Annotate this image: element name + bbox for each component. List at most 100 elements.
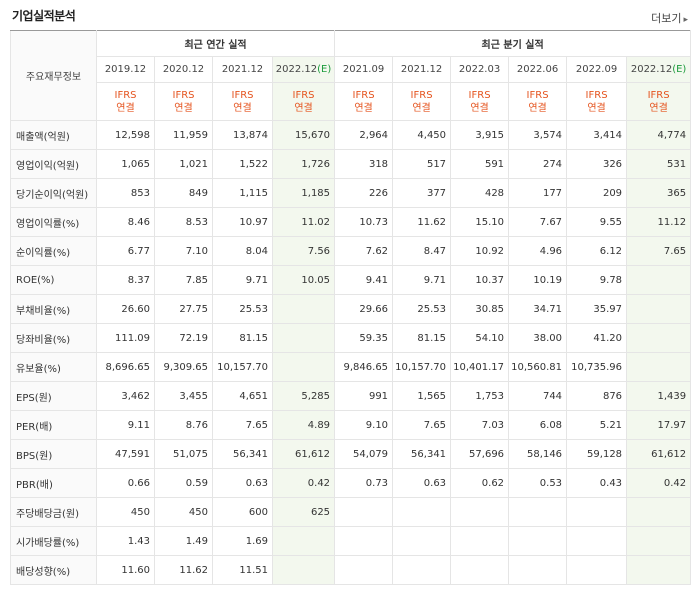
value-cell: 11.12 <box>626 207 692 237</box>
value-cell: 10.37 <box>450 265 510 295</box>
value-cell: 61,612 <box>271 439 336 469</box>
ifrs-consolidated-badge: IFRS 연결 <box>334 82 394 121</box>
value-cell: 6.77 <box>96 236 155 266</box>
row-label: ROE(%) <box>10 265 97 295</box>
period-header: 2022.03 <box>450 56 510 83</box>
consolidated-label: 연결 <box>470 102 489 114</box>
value-cell: 41.20 <box>566 323 628 353</box>
value-cell: 0.66 <box>96 468 155 498</box>
value-cell <box>626 323 692 353</box>
value-cell: 10,157.70 <box>392 352 452 382</box>
value-cell: 25.53 <box>212 294 273 324</box>
quarter-group-header: 최근 분기 실적 <box>334 30 692 57</box>
ifrs-consolidated-badge: IFRS 연결 <box>212 82 273 121</box>
ifrs-consolidated-badge: IFRS 연결 <box>154 82 213 121</box>
value-cell: 849 <box>154 178 213 208</box>
ifrs-consolidated-badge: IFRS 연결 <box>96 82 155 121</box>
consolidated-label: 연결 <box>174 102 193 114</box>
table-row: PBR(배) 0.66 0.59 0.63 0.42 0.73 0.63 0.62 0.53 0.… <box>10 468 692 498</box>
value-cell: 517 <box>392 149 452 179</box>
value-cell: 3,455 <box>154 381 213 411</box>
value-cell: 81.15 <box>212 323 273 353</box>
value-cell: 1,439 <box>626 381 692 411</box>
value-cell: 61,612 <box>626 439 692 469</box>
row-label: 부채비율(%) <box>10 294 97 324</box>
period-label: 2022.06 <box>516 64 559 75</box>
value-cell: 326 <box>566 149 628 179</box>
value-cell: 10.19 <box>508 265 568 295</box>
more-link[interactable]: 더보기 ▸ <box>651 10 688 26</box>
row-header-label: 주요재무정보 <box>25 72 82 83</box>
period-header: 2021.09 <box>334 56 394 83</box>
value-cell: 1,021 <box>154 149 213 179</box>
value-cell <box>271 352 336 382</box>
period-header: 2022.06 <box>508 56 568 83</box>
value-cell: 11.02 <box>271 207 336 237</box>
value-cell: 318 <box>334 149 394 179</box>
value-cell <box>392 526 452 556</box>
ifrs-consolidated-badge: IFRS 연결 <box>450 82 510 121</box>
value-cell: 10,157.70 <box>212 352 273 382</box>
value-cell: 0.63 <box>392 468 452 498</box>
section-header: 기업실적분석 더보기 ▸ <box>0 0 700 30</box>
value-cell: 177 <box>508 178 568 208</box>
table-row: 당기순이익(억원) 853 849 1,115 1,185 226 377 428 177 209… <box>10 178 692 208</box>
value-cell: 4.96 <box>508 236 568 266</box>
value-cell <box>271 555 336 585</box>
value-cell: 4,774 <box>626 120 692 150</box>
ifrs-label: IFRS <box>114 89 137 101</box>
row-label: 영업이익률(%) <box>10 207 97 237</box>
value-cell: 591 <box>450 149 510 179</box>
value-cell: 8.37 <box>96 265 155 295</box>
period-label: 2021.12 <box>221 64 264 75</box>
value-cell: 625 <box>271 497 336 527</box>
value-cell: 600 <box>212 497 273 527</box>
value-cell: 27.75 <box>154 294 213 324</box>
value-cell <box>334 526 394 556</box>
ifrs-consolidated-badge: IFRS 연결 <box>626 82 692 121</box>
table-row: ROE(%) 8.37 7.85 9.71 10.05 9.41 9.71 10.37 10.1… <box>10 265 692 295</box>
value-cell <box>508 497 568 527</box>
value-cell <box>334 497 394 527</box>
value-cell: 17.97 <box>626 410 692 440</box>
period-label: 2022.09 <box>575 64 618 75</box>
value-cell: 365 <box>626 178 692 208</box>
value-cell: 7.65 <box>626 236 692 266</box>
table-row: 유보율(%) 8,696.65 9,309.65 10,157.70 9,846.65 1… <box>10 352 692 382</box>
annual-group-header: 최근 연간 실적 <box>95 30 336 57</box>
value-cell: 72.19 <box>154 323 213 353</box>
period-header: 2022.12(E) <box>271 56 336 83</box>
table-row: BPS(원) 47,591 51,075 56,341 61,612 54,079 56,3… <box>10 439 692 469</box>
value-cell: 6.08 <box>508 410 568 440</box>
value-cell: 1,522 <box>212 149 273 179</box>
period-label: 2019.12 <box>104 64 147 75</box>
value-cell: 1.49 <box>154 526 213 556</box>
value-cell: 8.04 <box>212 236 273 266</box>
ifrs-label: IFRS <box>585 89 608 101</box>
value-cell: 5,285 <box>271 381 336 411</box>
table-row: 영업이익(억원) 1,065 1,021 1,522 1,726 318 517 591 274… <box>10 149 692 179</box>
consolidated-label: 연결 <box>233 102 252 114</box>
value-cell: 7.85 <box>154 265 213 295</box>
value-cell: 59.35 <box>334 323 394 353</box>
value-cell: 5.21 <box>566 410 628 440</box>
value-cell: 11.60 <box>96 555 155 585</box>
value-cell: 47,591 <box>96 439 155 469</box>
value-cell <box>508 555 568 585</box>
row-label: 영업이익(억원) <box>10 149 97 179</box>
value-cell: 9.71 <box>212 265 273 295</box>
value-cell: 1,065 <box>96 149 155 179</box>
value-cell <box>626 352 692 382</box>
table-body: 매출액(억원) 12,598 11,959 13,874 15,670 2,964 4,45… <box>10 120 692 585</box>
value-cell: 428 <box>450 178 510 208</box>
value-cell: 876 <box>566 381 628 411</box>
value-cell <box>566 497 628 527</box>
financial-table: 주요재무정보 최근 연간 실적 최근 분기 실적 2019.12 2020.12 2… <box>10 30 692 585</box>
consolidated-label: 연결 <box>294 102 313 114</box>
value-cell <box>392 497 452 527</box>
value-cell: 57,696 <box>450 439 510 469</box>
value-cell: 0.42 <box>271 468 336 498</box>
value-cell: 8.53 <box>154 207 213 237</box>
value-cell: 12,598 <box>96 120 155 150</box>
value-cell: 9.11 <box>96 410 155 440</box>
